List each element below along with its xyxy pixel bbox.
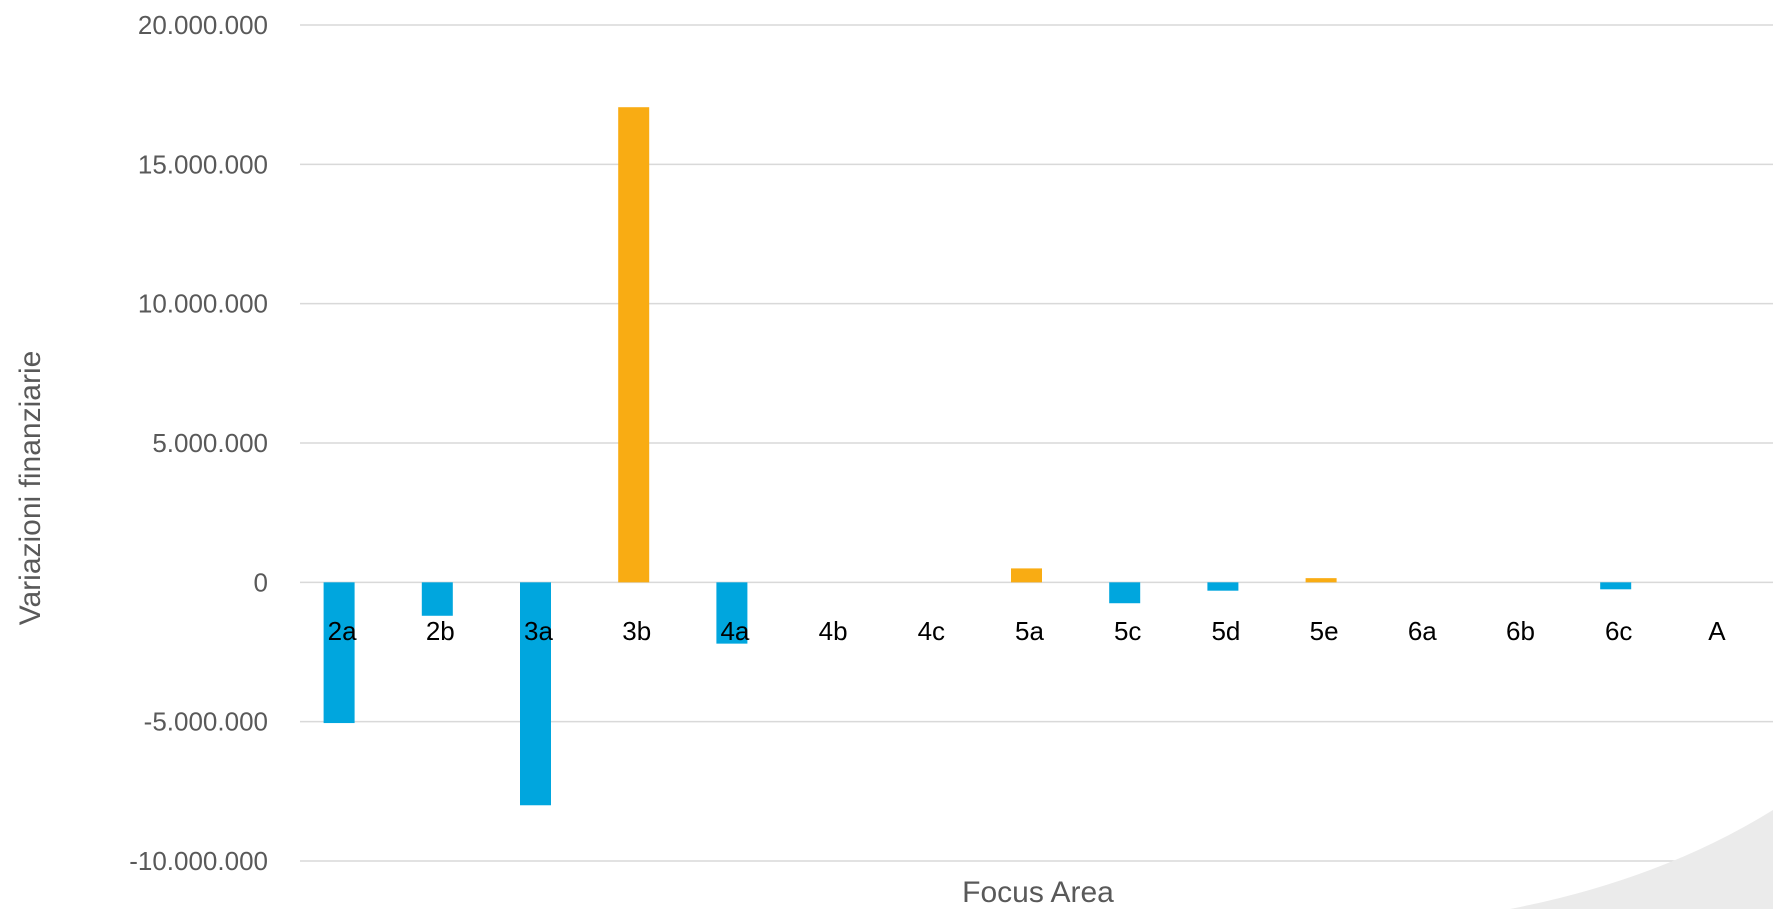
- bar-2a: [323, 582, 355, 724]
- x-tick-label: A: [1708, 616, 1726, 646]
- x-tick-label: 6a: [1408, 616, 1437, 646]
- x-tick-label: 6b: [1506, 616, 1535, 646]
- x-tick-label: 2a: [328, 616, 357, 646]
- x-tick-label: 4c: [918, 616, 945, 646]
- x-tick-label: 5c: [1114, 616, 1141, 646]
- x-axis-title: Focus Area: [962, 876, 1114, 909]
- bar-5d: [1207, 582, 1239, 591]
- y-tick-label: 20.000.000: [138, 10, 268, 40]
- y-axis-title: Variazioni finanziarie: [14, 351, 47, 626]
- decorative-corner-swoosh: [1510, 810, 1773, 909]
- x-tick-label: 6c: [1605, 616, 1632, 646]
- bar-6c: [1600, 582, 1632, 590]
- x-tick-label: 4a: [720, 616, 749, 646]
- bar-5e: [1305, 578, 1337, 583]
- bar-2b: [421, 582, 453, 616]
- bar-3a: [520, 582, 551, 806]
- x-tick-label: 4b: [819, 616, 848, 646]
- bars: [323, 107, 1632, 806]
- y-tick-label: -10.000.000: [129, 846, 268, 876]
- bar-5c: [1109, 582, 1141, 604]
- bar-4a: [716, 582, 748, 644]
- y-tick-label: 5.000.000: [152, 428, 268, 458]
- x-tick-label: 5d: [1211, 616, 1240, 646]
- x-tick-label: 3b: [622, 616, 651, 646]
- y-tick-label: 10.000.000: [138, 289, 268, 319]
- y-tick-label: 0: [254, 567, 268, 597]
- x-axis-category-labels: 2a 2b 3a 3b 4a 4b 4c 5a 5c 5d 5e 6a 6b 6c A: [328, 616, 1727, 646]
- x-tick-label: 2b: [426, 616, 455, 646]
- y-tick-label: -5.000.000: [144, 707, 268, 737]
- y-axis-ticks: 20.000.000 15.000.000 10.000.000 5.000.000 0…: [129, 10, 268, 876]
- y-tick-label: 15.000.000: [138, 149, 268, 179]
- x-tick-label: 5e: [1310, 616, 1339, 646]
- x-tick-label: 3a: [524, 616, 553, 646]
- x-tick-label: 5a: [1015, 616, 1044, 646]
- bar-5a: [1011, 568, 1042, 583]
- bar-3b: [618, 107, 650, 583]
